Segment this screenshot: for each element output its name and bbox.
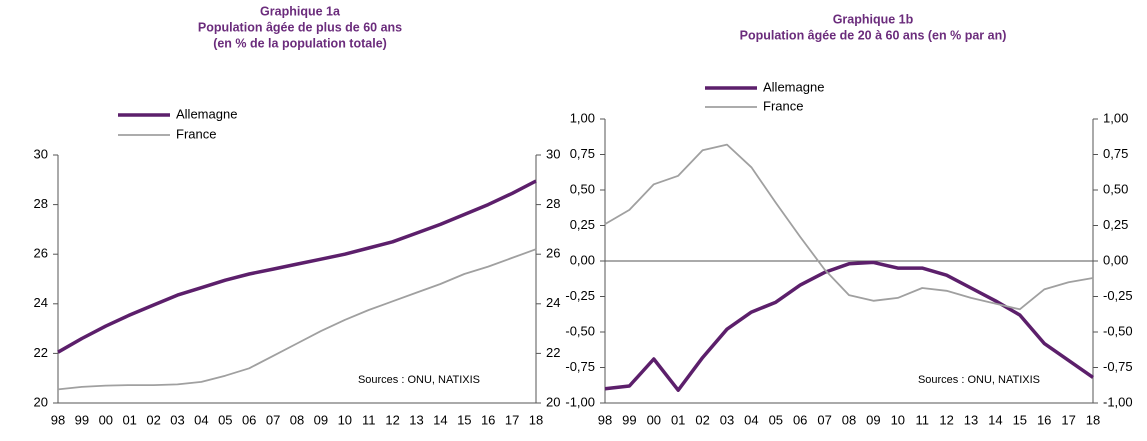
x-tick-label: 04 xyxy=(744,412,758,427)
x-tick-label: 03 xyxy=(720,412,734,427)
x-tick-label: 16 xyxy=(481,412,495,427)
chart-subtitle: Population âgée de 20 à 60 ans (en % par… xyxy=(740,28,1007,42)
y-tick-label: 28 xyxy=(34,196,48,211)
x-tick-label: 99 xyxy=(75,412,89,427)
y2-tick-label: 30 xyxy=(546,146,560,161)
x-tick-label: 00 xyxy=(647,412,661,427)
x-tick-label: 01 xyxy=(122,412,136,427)
x-tick-label: 13 xyxy=(409,412,423,427)
x-tick-label: 11 xyxy=(915,412,929,427)
y-tick-label: -0,50 xyxy=(565,323,595,338)
annotation: Sources : ONU, NATIXIS xyxy=(358,374,480,386)
y2-tick-label: 0,75 xyxy=(1103,146,1128,161)
y-tick-label: 20 xyxy=(34,394,48,409)
legend-label: Allemagne xyxy=(763,79,824,94)
annotation: Sources : ONU, NATIXIS xyxy=(918,374,1040,386)
x-tick-label: 06 xyxy=(242,412,256,427)
y2-tick-label: 26 xyxy=(546,246,560,261)
series-line xyxy=(57,248,537,391)
y2-tick-label: -0,25 xyxy=(1103,288,1133,303)
y2-tick-label: 20 xyxy=(546,394,560,409)
x-tick-label: 18 xyxy=(529,412,543,427)
x-tick-label: 04 xyxy=(194,412,208,427)
x-tick-label: 17 xyxy=(1061,412,1075,427)
x-tick-label: 00 xyxy=(99,412,113,427)
x-tick-label: 15 xyxy=(1013,412,1027,427)
y2-tick-label: 0,25 xyxy=(1103,217,1128,232)
x-tick-label: 01 xyxy=(671,412,685,427)
x-tick-label: 05 xyxy=(769,412,783,427)
x-tick-label: 13 xyxy=(964,412,978,427)
y2-tick-label: -1,00 xyxy=(1103,394,1133,409)
x-tick-label: 18 xyxy=(1086,412,1100,427)
x-tick-label: 12 xyxy=(385,412,399,427)
x-tick-label: 14 xyxy=(433,412,447,427)
y-tick-label: 24 xyxy=(34,295,48,310)
y-tick-label: -0,25 xyxy=(565,288,595,303)
x-tick-label: 02 xyxy=(146,412,160,427)
chart-title: Graphique 1a xyxy=(260,4,341,18)
x-tick-label: 16 xyxy=(1037,412,1051,427)
series-line xyxy=(604,143,1094,311)
y2-tick-label: -0,75 xyxy=(1103,359,1133,374)
x-tick-label: 10 xyxy=(891,412,905,427)
x-tick-label: 17 xyxy=(505,412,519,427)
y-tick-label: -0,75 xyxy=(565,359,595,374)
x-tick-label: 15 xyxy=(457,412,471,427)
y2-tick-label: 1,00 xyxy=(1103,110,1128,125)
series-line xyxy=(57,179,537,354)
y-tick-label: 0,50 xyxy=(570,181,595,196)
chart-subtitle: Population âgée de plus de 60 ans xyxy=(198,20,402,34)
x-tick-label: 98 xyxy=(51,412,65,427)
y-tick-label: -1,00 xyxy=(565,394,595,409)
y-tick-label: 26 xyxy=(34,246,48,261)
y-tick-label: 0,25 xyxy=(570,217,595,232)
y-tick-label: 0,75 xyxy=(570,146,595,161)
y-tick-label: 1,00 xyxy=(570,110,595,125)
x-tick-label: 14 xyxy=(988,412,1002,427)
y-tick-label: 30 xyxy=(34,146,48,161)
x-tick-label: 09 xyxy=(314,412,328,427)
x-tick-label: 98 xyxy=(598,412,612,427)
y2-tick-label: 0,00 xyxy=(1103,252,1128,267)
legend-label: France xyxy=(763,98,803,113)
x-tick-label: 11 xyxy=(362,412,376,427)
y2-tick-label: -0,50 xyxy=(1103,323,1133,338)
x-tick-label: 07 xyxy=(266,412,280,427)
x-tick-label: 08 xyxy=(842,412,856,427)
x-tick-label: 05 xyxy=(218,412,232,427)
x-tick-label: 99 xyxy=(622,412,636,427)
x-tick-label: 09 xyxy=(866,412,880,427)
chart-title: Graphique 1b xyxy=(833,12,914,26)
chart-subtitle: (en % de la population totale) xyxy=(213,36,387,50)
x-tick-label: 07 xyxy=(817,412,831,427)
y-tick-label: 22 xyxy=(34,345,48,360)
x-tick-label: 10 xyxy=(338,412,352,427)
series-line xyxy=(604,260,1095,392)
y2-tick-label: 0,50 xyxy=(1103,181,1128,196)
y-tick-label: 0,00 xyxy=(570,252,595,267)
x-tick-label: 03 xyxy=(170,412,184,427)
legend-label: France xyxy=(176,126,216,141)
x-tick-label: 12 xyxy=(939,412,953,427)
x-tick-label: 08 xyxy=(290,412,304,427)
x-tick-label: 06 xyxy=(793,412,807,427)
y2-tick-label: 28 xyxy=(546,196,560,211)
legend-label: Allemagne xyxy=(176,106,237,121)
x-tick-label: 02 xyxy=(695,412,709,427)
y2-tick-label: 22 xyxy=(546,345,560,360)
y2-tick-label: 24 xyxy=(546,295,560,310)
